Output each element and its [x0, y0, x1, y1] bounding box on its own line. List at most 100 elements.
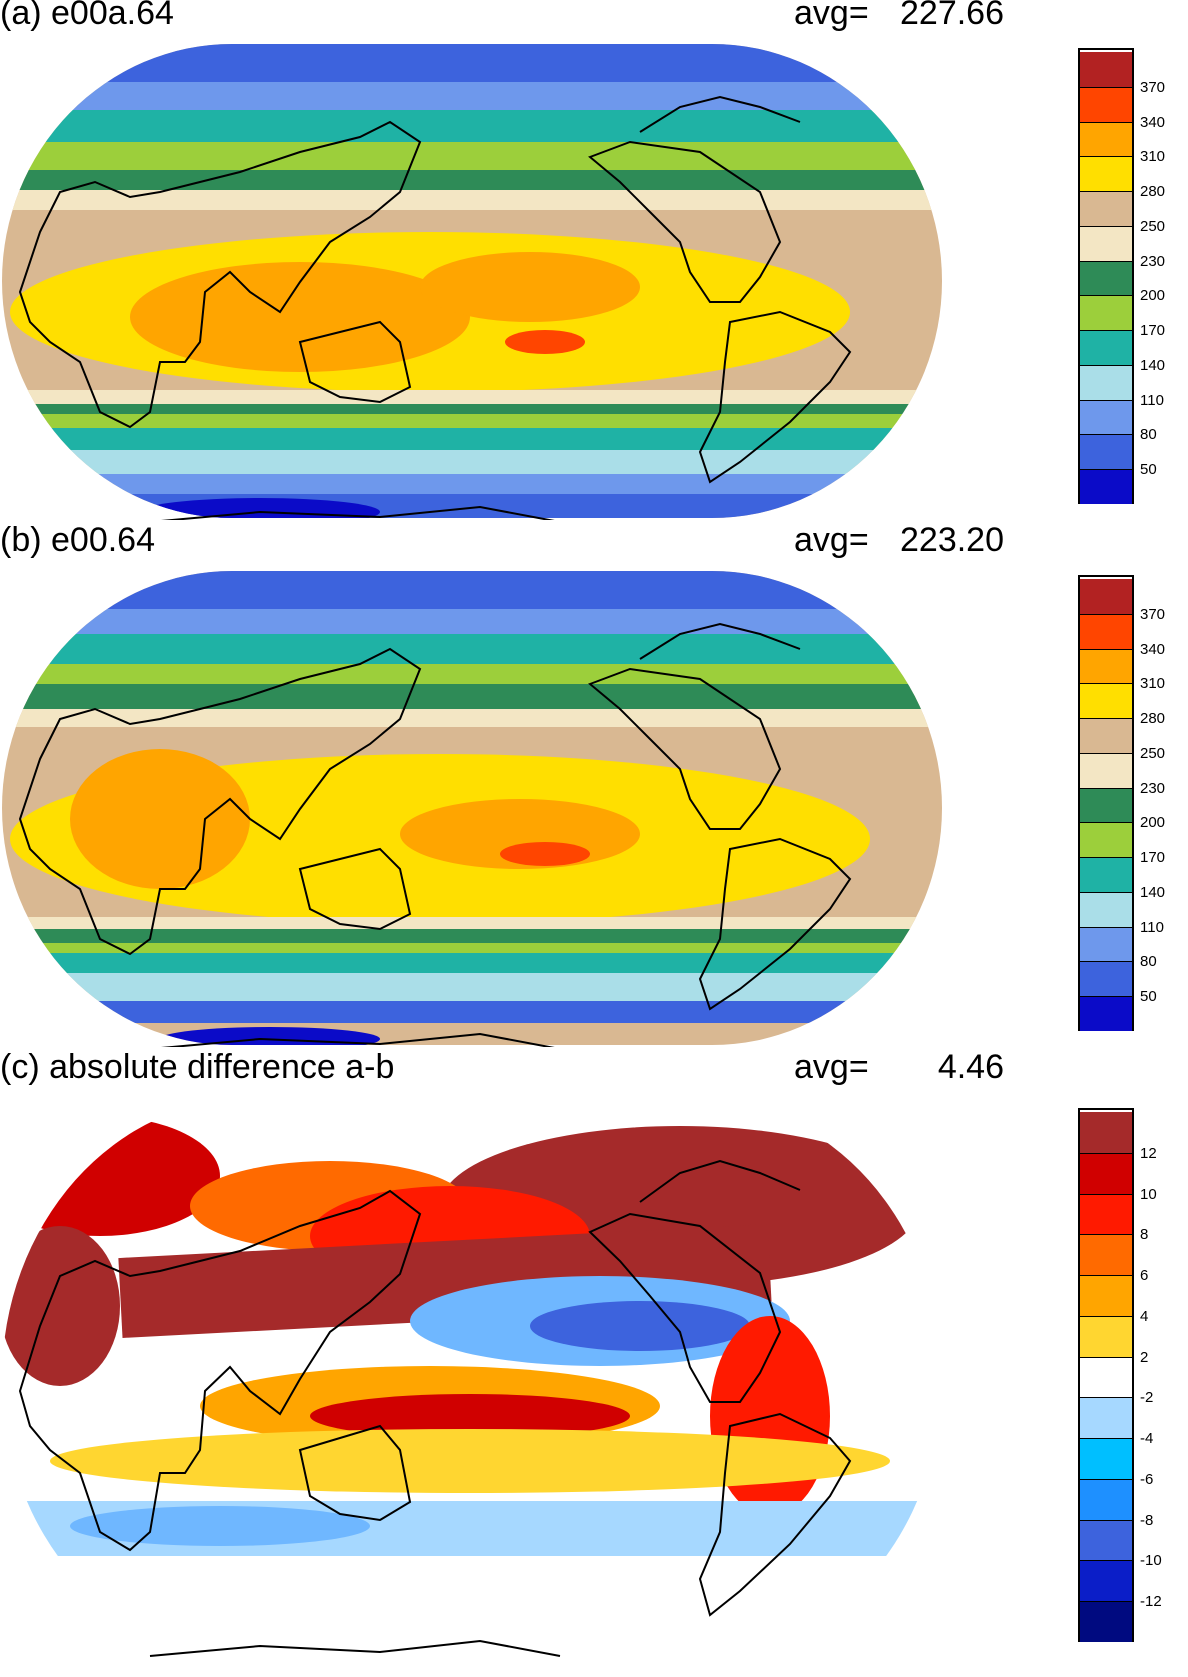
band-cream-south [2, 390, 942, 404]
colorbar-swatch [1080, 469, 1132, 504]
panel-title: (b) e00.64 [0, 521, 155, 559]
colorbar-swatch [1080, 683, 1132, 719]
colorbar-swatch [1080, 260, 1132, 296]
colorbar-tick-line [1080, 926, 1132, 928]
colorbar-swatch [1080, 822, 1132, 858]
band-green-south [2, 414, 942, 428]
colorbar-tick-line [1080, 1234, 1132, 1236]
band-darkgreen-south [2, 404, 942, 414]
colorbar-swatch [1080, 926, 1132, 962]
colorbar-tick-label: 110 [1140, 918, 1164, 936]
colorbar-tick-line [1080, 857, 1132, 859]
colorbar-tick-line [1080, 961, 1132, 963]
colorbar-tick-label: 8 [1140, 1226, 1149, 1244]
coastlines [18, 1159, 852, 1657]
colorbar-tick-line [1080, 1519, 1132, 1521]
colorbar-swatch [1080, 399, 1132, 435]
band-teal-north [2, 634, 942, 664]
colorbar-swatch [1080, 1478, 1132, 1520]
warm-south-core [310, 1394, 630, 1438]
colorbar-tick-label: 230 [1140, 779, 1166, 797]
colorbar-tick-line [1080, 86, 1132, 88]
band-subarctic [2, 82, 942, 110]
panel-a: (a) e00a.64 avg= 227.66 [0, 0, 1188, 520]
colorbar-tick-line [1080, 891, 1132, 893]
coastlines [18, 622, 852, 1047]
colorbar-swatch [1080, 1193, 1132, 1235]
colorbar-swatch [1080, 1112, 1132, 1153]
colorbar-tick-label: 2 [1140, 1348, 1149, 1366]
colorbar-swatch [1080, 434, 1132, 470]
colorbar-tick-label: 370 [1140, 78, 1166, 96]
colorbar-swatch [1080, 787, 1132, 823]
colorbar-swatch [1080, 295, 1132, 331]
colorbar-tick-label: 140 [1140, 356, 1166, 374]
colorbar-swatch [1080, 1519, 1132, 1561]
band-lightblue-south [2, 450, 942, 474]
colorbar-tick-label: 6 [1140, 1267, 1149, 1285]
colorbar-swatch [1080, 857, 1132, 892]
band-teal-north [2, 110, 942, 142]
colorbar-frame [1078, 48, 1134, 504]
panel-title: (a) e00a.64 [0, 0, 174, 32]
band-blue-south [2, 1001, 942, 1023]
colorbar-swatch [1080, 156, 1132, 192]
colorbar-swatch [1080, 121, 1132, 157]
band-darkgreen-north [2, 684, 942, 709]
panel-c: (c) absolute difference a-b avg= 4.46 [0, 1048, 1188, 1674]
colorbar-frame [1078, 1108, 1134, 1642]
colorbar-tick-label: 140 [1140, 883, 1166, 901]
warm-africa [2, 1226, 120, 1386]
colorbar-tick-line [1080, 683, 1132, 685]
colorbar-swatch [1080, 1275, 1132, 1316]
colorbar-tick-line [1080, 1356, 1132, 1358]
colorbar-swatch [1080, 86, 1132, 122]
colorbar-tick-label: 200 [1140, 287, 1166, 305]
colorbar-tick-label: 80 [1140, 426, 1157, 444]
colorbar-tick-line [1080, 191, 1132, 193]
colorbar-tick-label: -4 [1140, 1430, 1154, 1448]
colorbar-tick-label: 340 [1140, 113, 1166, 131]
colorbar-tick-line [1080, 399, 1132, 401]
colorbar-tick-line [1080, 121, 1132, 123]
colorbar-tick-line [1080, 1193, 1132, 1195]
colorbar-tick-line [1080, 1560, 1132, 1562]
band-arctic [2, 44, 942, 82]
warm-core [70, 749, 250, 889]
warm-southern-ocean [50, 1429, 890, 1493]
colorbar-tick-label: 80 [1140, 953, 1157, 971]
colorbar-tick-line [1080, 613, 1132, 615]
band-darkgreen-south [2, 929, 942, 943]
band-subarctic [2, 609, 942, 634]
colorbar-tick-label: 4 [1140, 1307, 1149, 1325]
band-arctic [2, 571, 942, 609]
colorbar-swatch [1080, 1234, 1132, 1276]
colorbar-swatch [1080, 225, 1132, 261]
colorbar-tick-line [1080, 718, 1132, 720]
colorbar-swatch [1080, 648, 1132, 684]
colorbar-tick-label: -12 [1140, 1593, 1162, 1611]
colorbar-swatch [1080, 52, 1132, 87]
colorbar-tick-label: -6 [1140, 1470, 1154, 1488]
colorbar-tick-label: 12 [1140, 1144, 1157, 1162]
colorbar-swatch [1080, 1152, 1132, 1194]
colorbar-tick-line [1080, 364, 1132, 366]
band-cream-north [2, 190, 942, 210]
colorbar-swatch [1080, 1315, 1132, 1357]
colorbar-tick-label: 280 [1140, 710, 1166, 728]
colorbar-swatch [1080, 1397, 1132, 1439]
colorbar-swatch [1080, 364, 1132, 400]
colorbar-swatch [1080, 1560, 1132, 1602]
band-green-north [2, 142, 942, 170]
average-value: 4.46 [937, 1048, 1004, 1086]
cool-core [530, 1301, 750, 1351]
colorbar-tick-line [1080, 1438, 1132, 1440]
band-blue-south [2, 474, 942, 494]
colorbar-tick-label: -10 [1140, 1552, 1162, 1570]
warm-core-2 [420, 252, 640, 322]
colorbar-swatch [1080, 1438, 1132, 1479]
colorbar-tick-line [1080, 260, 1132, 262]
colorbar-frame [1078, 575, 1134, 1031]
robinson-map [2, 44, 942, 520]
band-darkgreen-north [2, 170, 942, 190]
